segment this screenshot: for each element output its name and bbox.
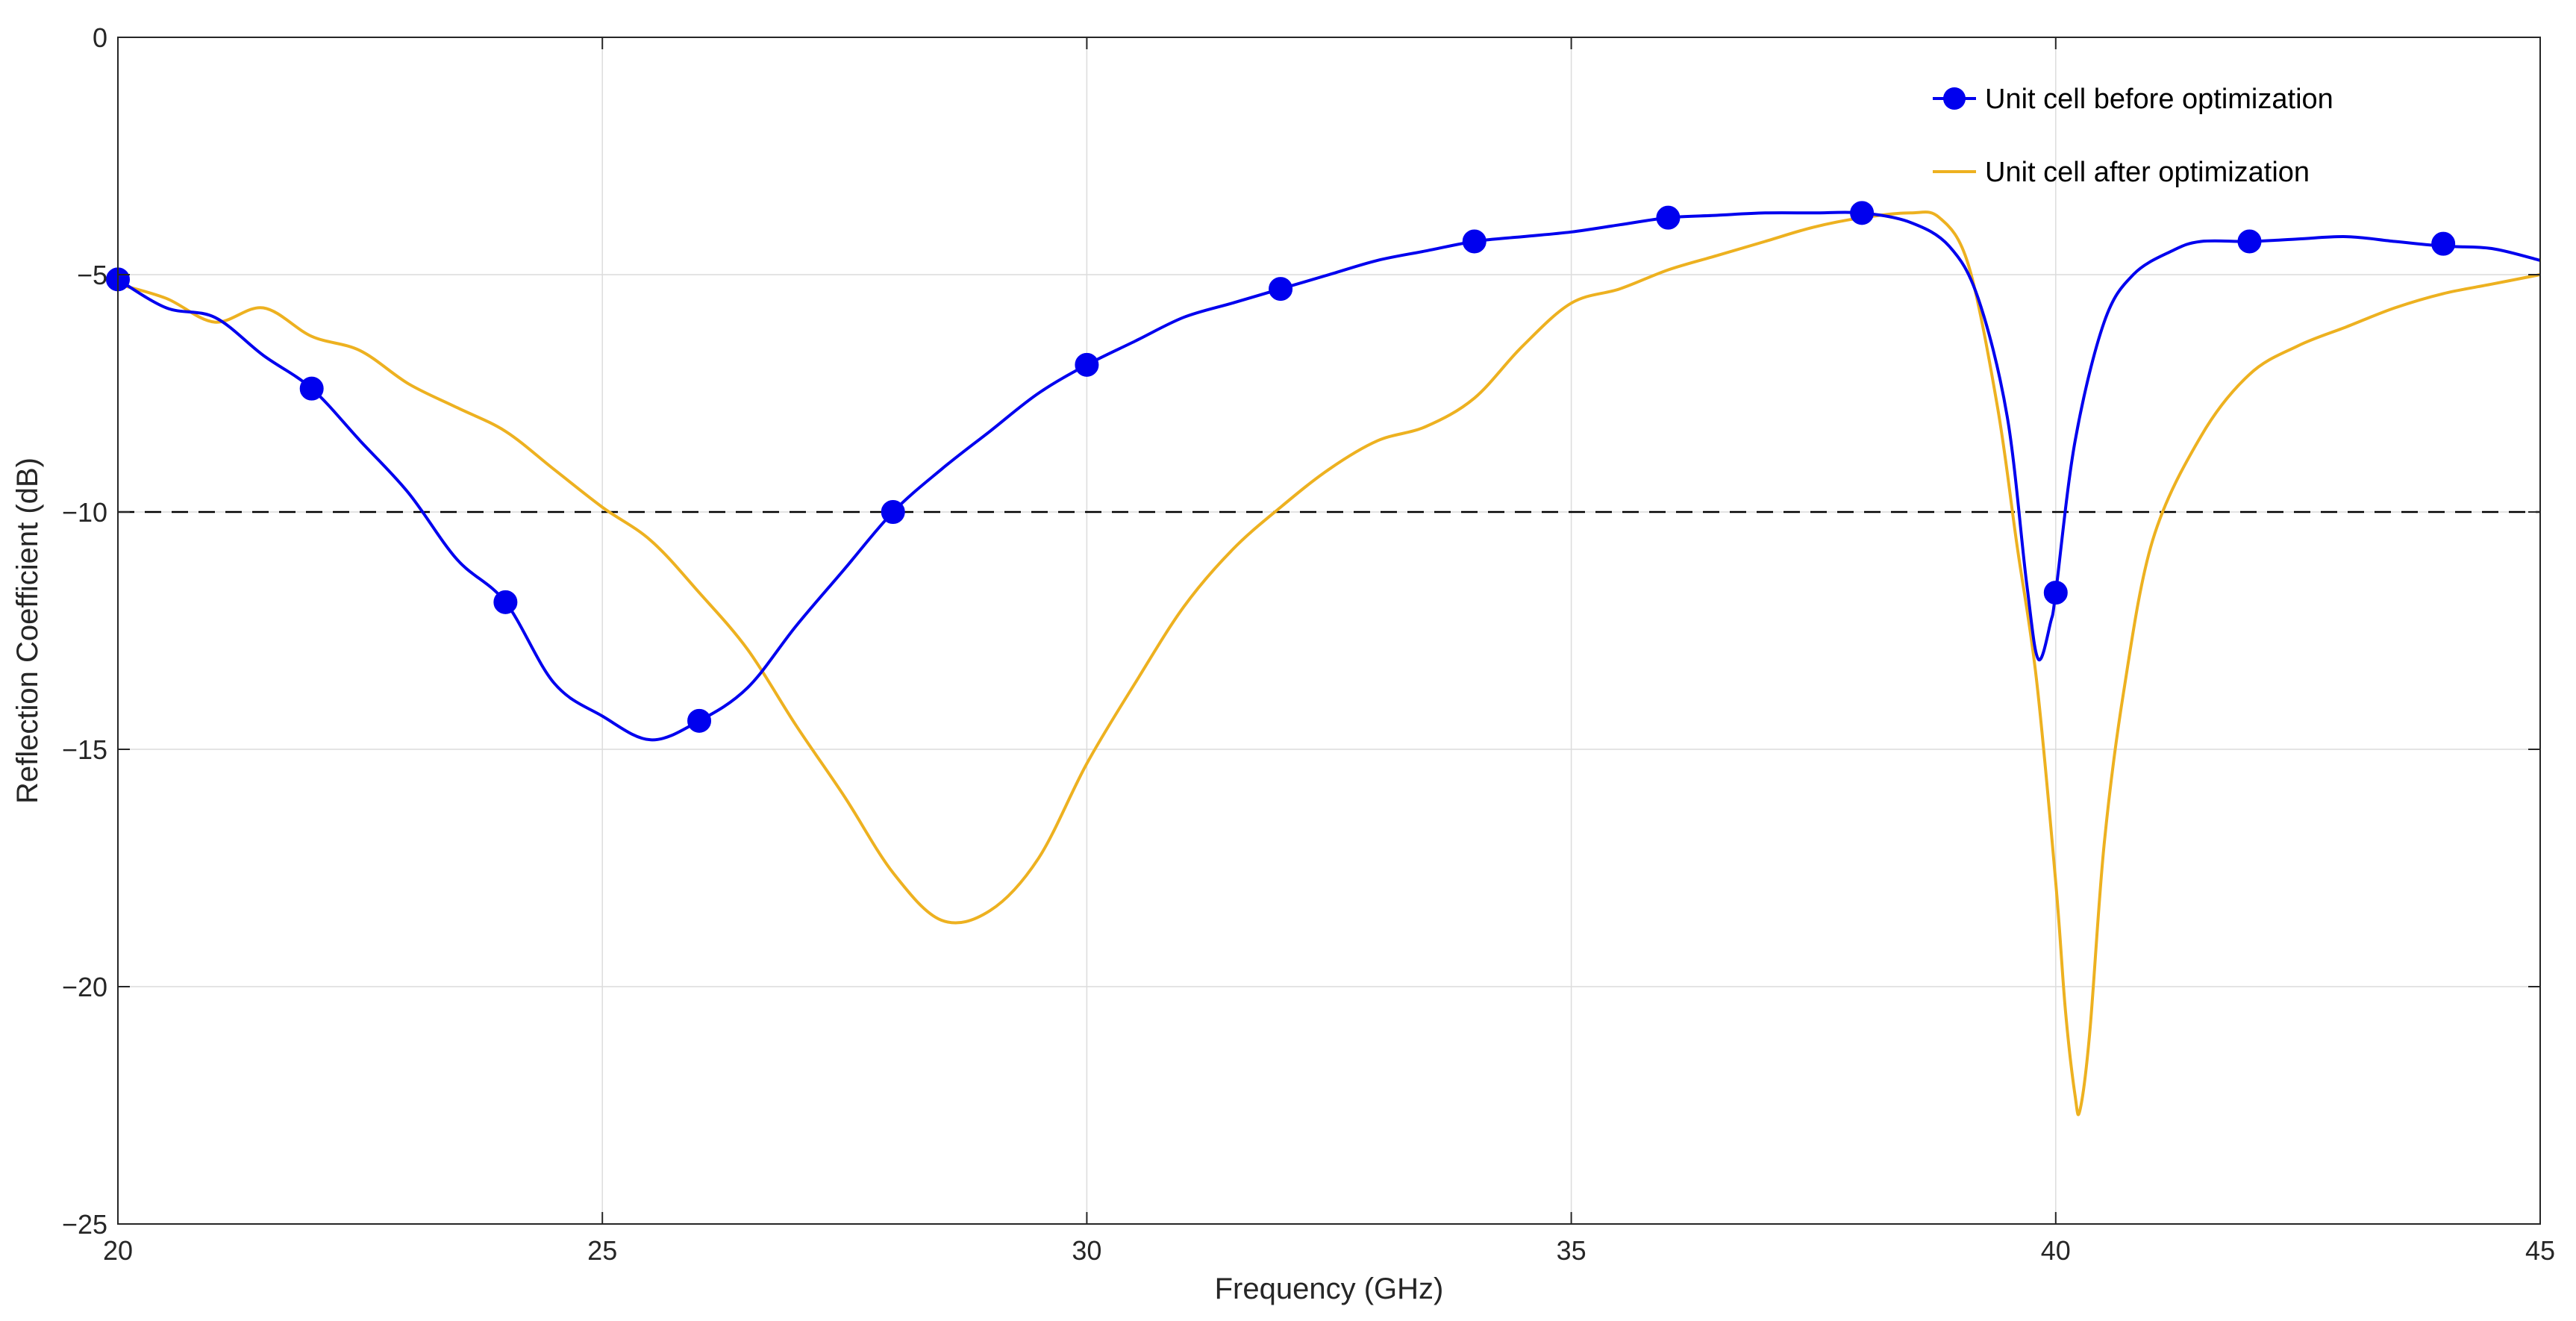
legend-swatch-before-marker bbox=[1943, 87, 1966, 110]
y-axis-label: Reflection Coefficient (dB) bbox=[11, 457, 44, 804]
x-tick-label: 35 bbox=[1557, 1235, 1586, 1266]
series-point-before-optimization bbox=[687, 708, 712, 733]
series-group bbox=[106, 201, 2541, 1117]
x-axis-label: Frequency (GHz) bbox=[1215, 1272, 1444, 1305]
series-point-before-optimization bbox=[1656, 205, 1681, 230]
x-tick-label: 45 bbox=[2525, 1235, 2555, 1266]
series-point-before-optimization bbox=[1850, 201, 1875, 225]
y-tick-label: −20 bbox=[62, 972, 107, 1002]
y-tick-label: −15 bbox=[62, 734, 107, 765]
legend-label-after: Unit cell after optimization bbox=[1985, 157, 2310, 188]
legend: Unit cell before optimization Unit cell … bbox=[1933, 84, 2333, 188]
series-point-before-optimization bbox=[881, 500, 905, 524]
x-tick-label: 30 bbox=[1072, 1235, 1101, 1266]
series-point-before-optimization bbox=[1269, 277, 1293, 302]
x-tick-label: 40 bbox=[2041, 1235, 2071, 1266]
series-point-before-optimization bbox=[493, 590, 518, 614]
series-point-before-optimization bbox=[1075, 352, 1099, 377]
y-tick-label: −10 bbox=[62, 497, 107, 528]
y-tick-label: −25 bbox=[62, 1209, 107, 1240]
series-point-before-optimization bbox=[2043, 581, 2068, 605]
legend-label-before: Unit cell before optimization bbox=[1985, 84, 2333, 115]
series-point-before-optimization bbox=[1462, 229, 1486, 254]
x-tick-label: 25 bbox=[587, 1235, 617, 1266]
series-line-after-optimization bbox=[117, 210, 2541, 1117]
x-tick-label: 20 bbox=[103, 1235, 133, 1266]
series-point-before-optimization bbox=[2237, 229, 2262, 254]
y-tick-label: 0 bbox=[93, 22, 107, 53]
series-point-before-optimization bbox=[299, 376, 324, 401]
y-tick-label: −5 bbox=[77, 260, 107, 290]
series-point-before-optimization bbox=[2431, 231, 2456, 256]
plot-frame bbox=[117, 37, 2541, 1225]
ticks: 20 25 30 35 40 45 0 −5 −10 −15 −20 −25 bbox=[62, 22, 2555, 1266]
